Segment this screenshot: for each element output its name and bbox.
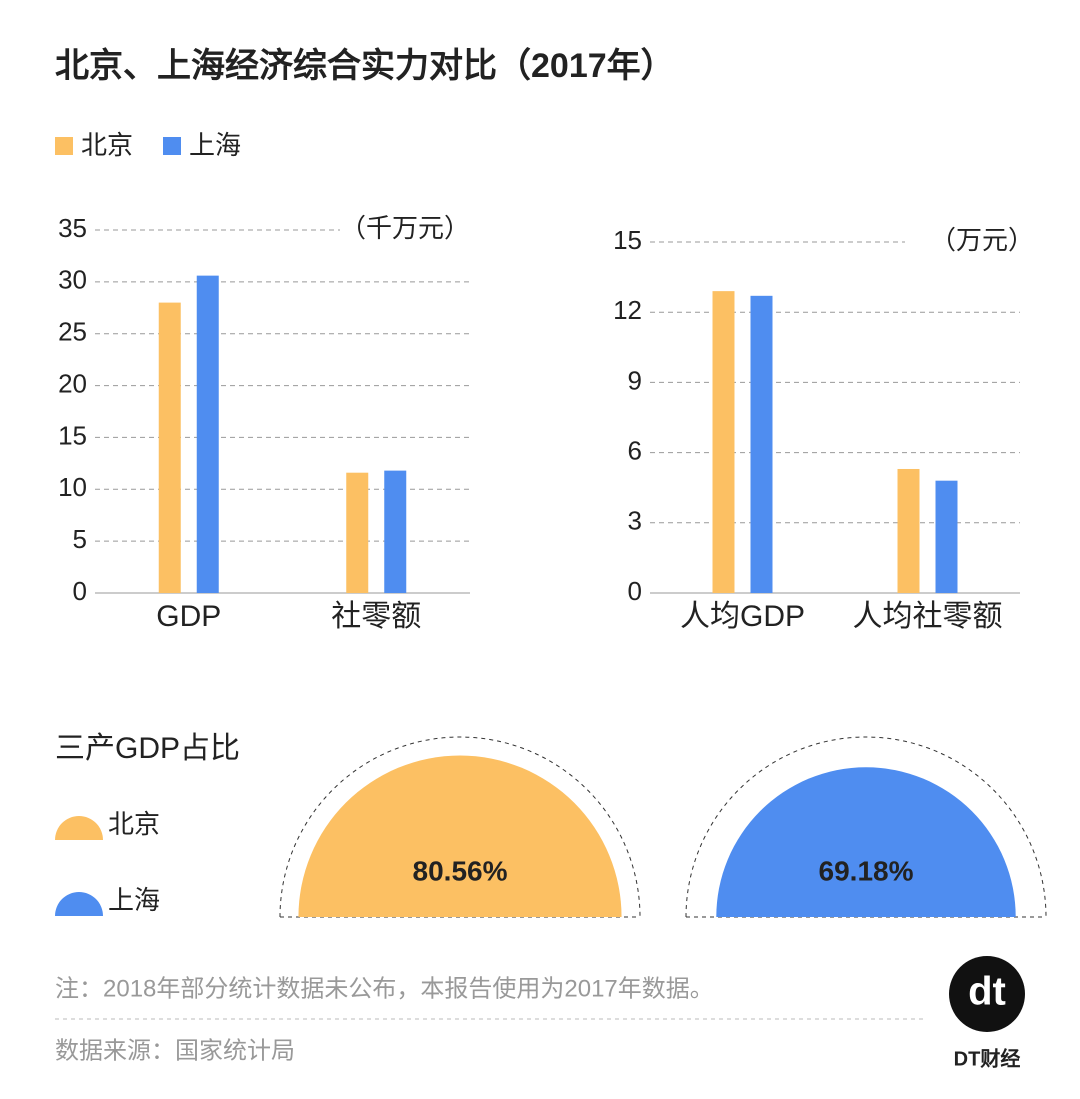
legend-label: 上海 (108, 885, 160, 915)
legend-swatch (163, 137, 181, 155)
y-tick-label: 15 (58, 420, 87, 450)
y-tick-label: 12 (613, 295, 642, 325)
bar (346, 472, 369, 593)
legend-label: 北京 (81, 130, 133, 160)
y-tick-label: 6 (628, 435, 642, 465)
value-label: 69.18% (819, 855, 914, 886)
half-disc (716, 767, 1016, 917)
y-tick-label: 3 (628, 506, 642, 536)
y-tick-label: 0 (628, 576, 642, 606)
y-tick-label: 15 (613, 225, 642, 255)
bar (384, 470, 407, 593)
x-tick-label: 社零额 (331, 600, 421, 633)
bar (897, 468, 920, 593)
bar (935, 480, 958, 593)
legend-icon (55, 892, 103, 916)
legend-label: 北京 (108, 809, 160, 839)
bar (712, 291, 735, 593)
page-title: 北京、上海经济综合实力对比（2017年） (55, 46, 675, 85)
half-disc (298, 755, 622, 917)
source: 数据来源：国家统计局 (55, 1037, 295, 1064)
y-tick-label: 9 (628, 365, 642, 395)
x-tick-label: 人均GDP (680, 600, 805, 633)
legend-icon (55, 816, 103, 840)
y-tick-label: 30 (58, 265, 87, 295)
y-tick-label: 35 (58, 213, 87, 243)
legend-label: 上海 (189, 130, 241, 160)
logo-mark: dt (968, 970, 1006, 1014)
x-tick-label: 人均社零额 (853, 600, 1003, 633)
unit-label: （万元） (930, 225, 1034, 255)
bar (196, 275, 219, 593)
y-tick-label: 20 (58, 368, 87, 398)
unit-label: （千万元） (340, 213, 470, 243)
note: 注：2018年部分统计数据未公布，本报告使用为2017年数据。 (55, 975, 714, 1002)
bar (750, 295, 773, 593)
y-tick-label: 0 (73, 576, 87, 606)
x-tick-label: GDP (156, 600, 221, 633)
logo-badge (949, 956, 1025, 1032)
bar (158, 302, 181, 593)
y-tick-label: 5 (73, 524, 87, 554)
full-ring (279, 736, 641, 918)
legend-swatch (55, 137, 73, 155)
logo-name: DT财经 (954, 1046, 1021, 1070)
section-title: 三产GDP占比 (55, 732, 240, 765)
y-tick-label: 25 (58, 317, 87, 347)
full-ring (685, 736, 1047, 918)
y-tick-label: 10 (58, 472, 87, 502)
value-label: 80.56% (413, 855, 508, 886)
